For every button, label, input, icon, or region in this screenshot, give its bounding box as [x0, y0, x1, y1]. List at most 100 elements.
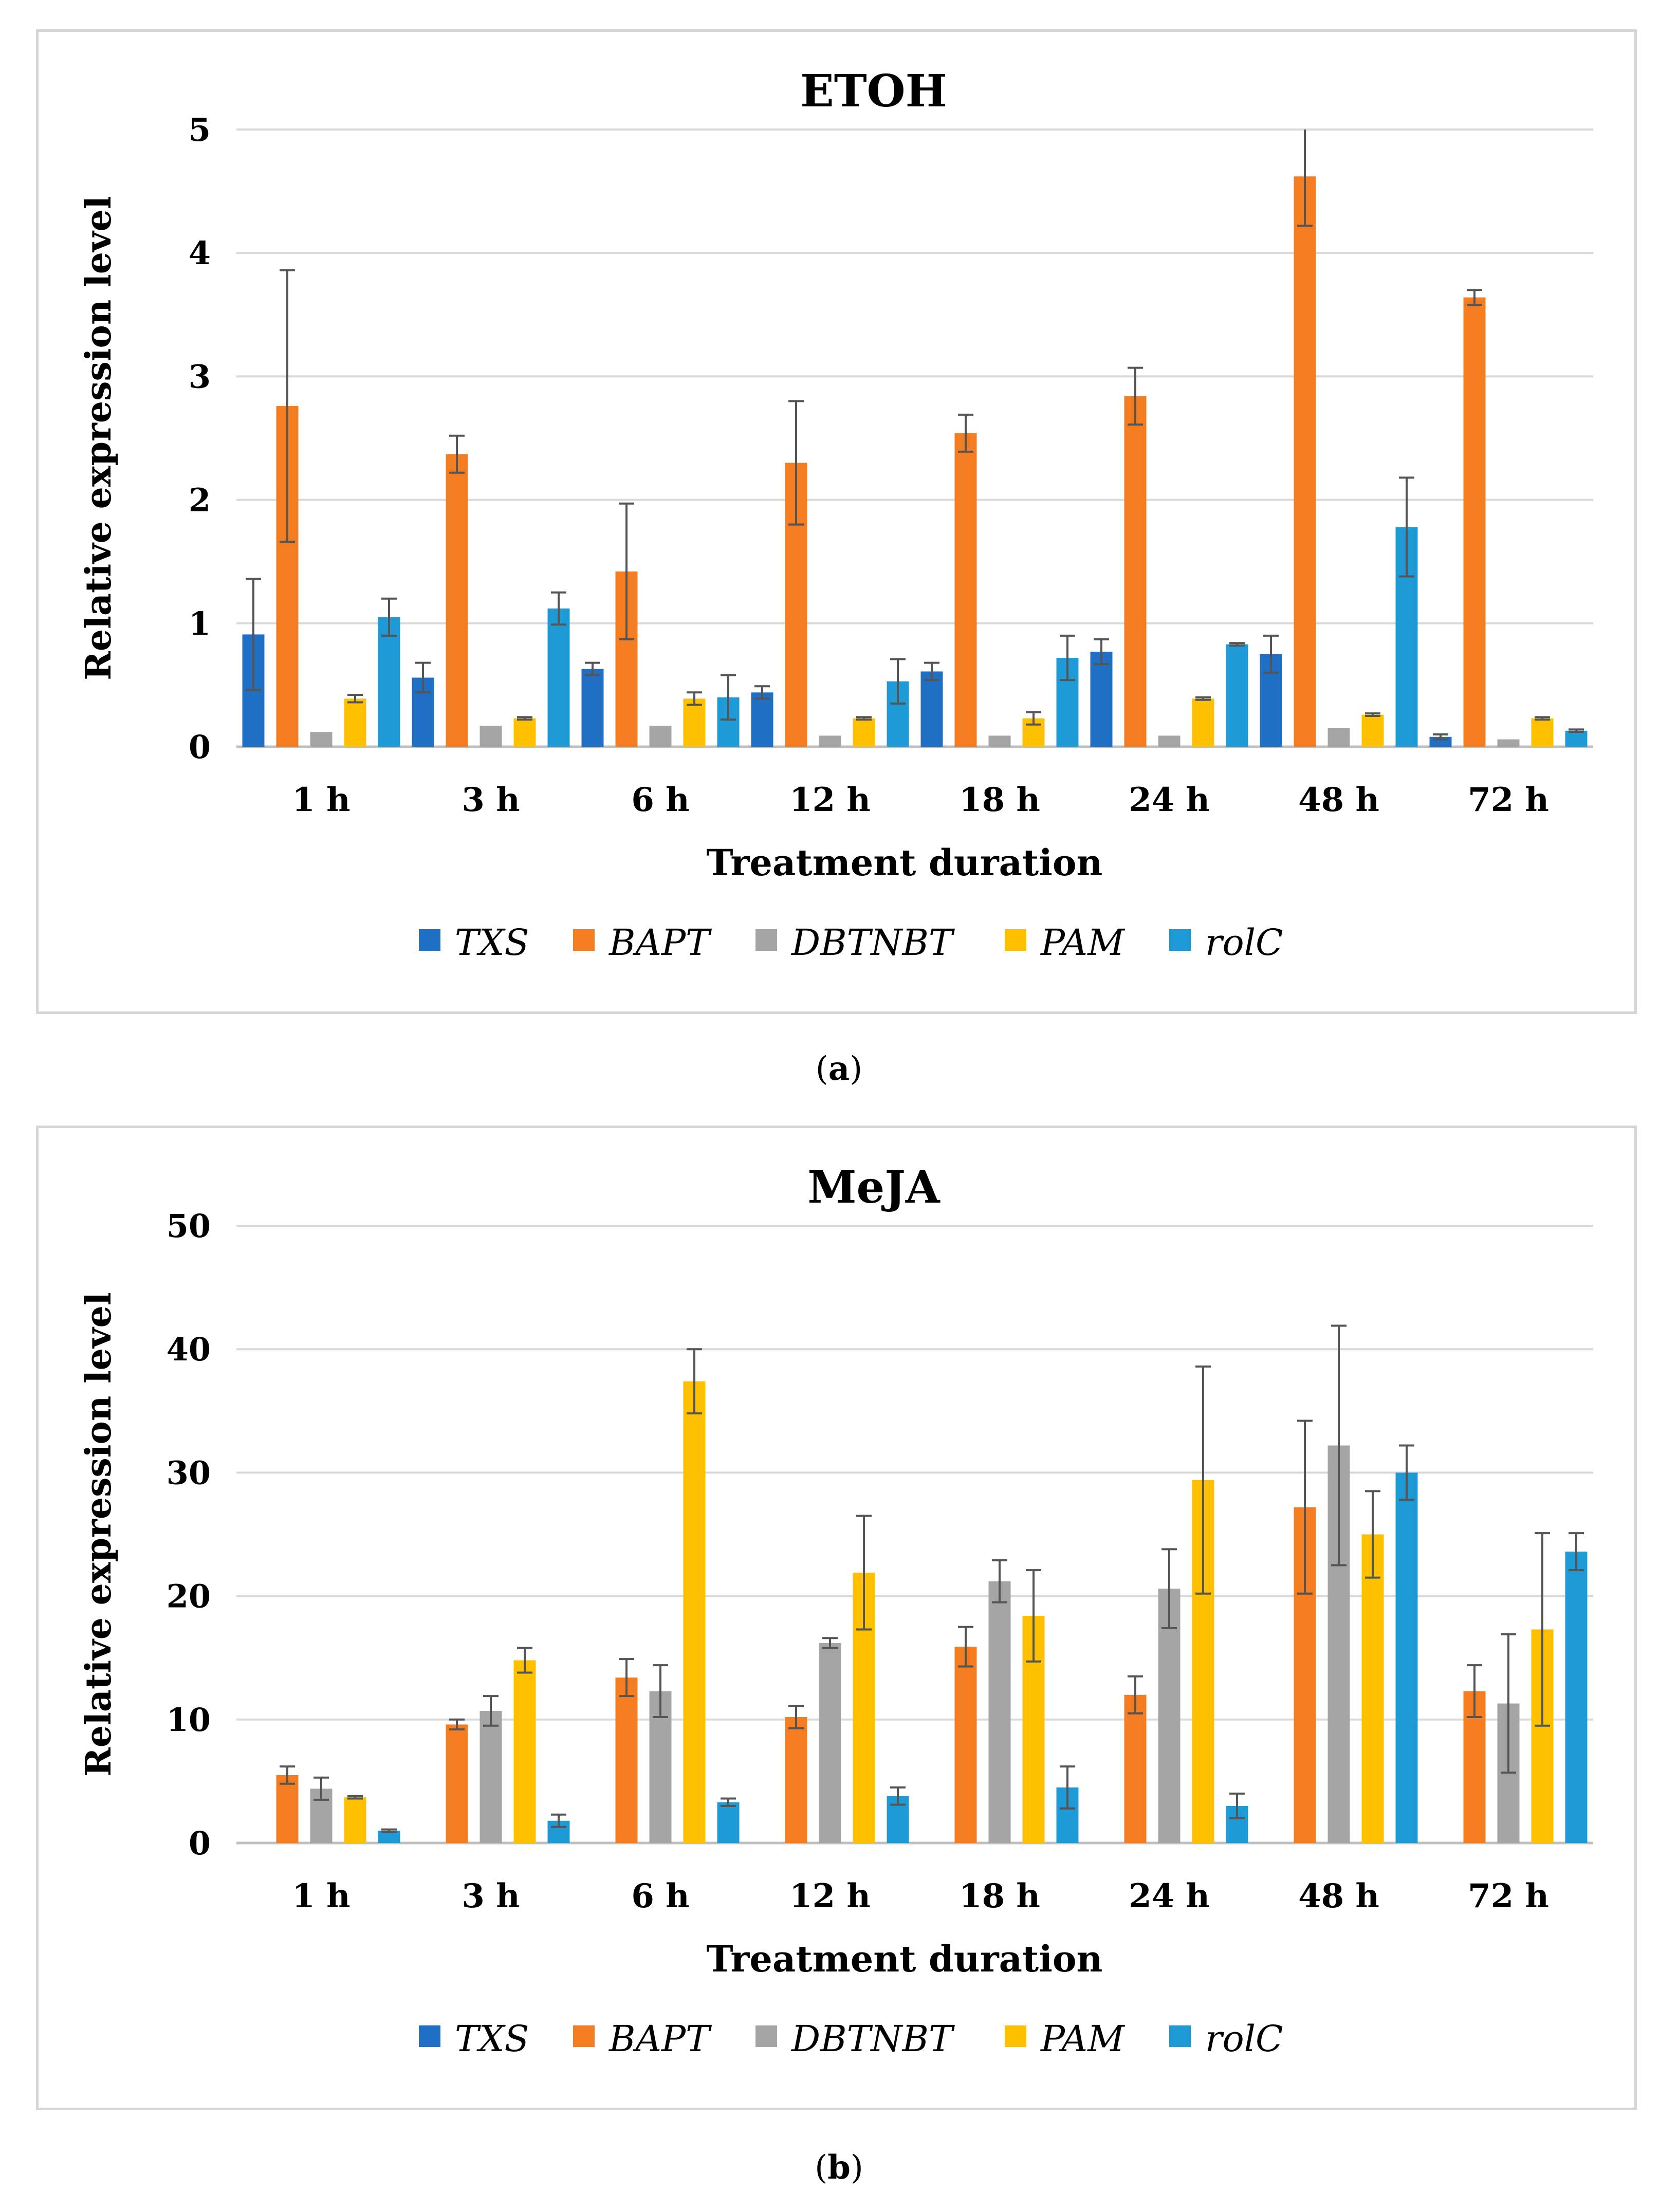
x-tick-label: 6 h	[631, 781, 689, 819]
bar-dbtnbt-1h	[310, 732, 333, 747]
x-tick-label: 1 h	[292, 781, 350, 819]
bar-dbtnbt-24h	[1158, 735, 1181, 747]
legend-label-txs: TXS	[455, 921, 529, 964]
bar-txs-24h	[1090, 652, 1113, 747]
y-axis-label: Relative expression level	[78, 196, 119, 680]
legend-label-pam: PAM	[1040, 921, 1126, 964]
x-tick-label: 12 h	[789, 1877, 871, 1915]
bar-bapt-3h	[446, 454, 468, 747]
bar-bapt-3h	[446, 1724, 468, 1843]
legend-label-dbtnbt: DBTNBT	[790, 2018, 955, 2060]
y-tick-label: 3	[189, 358, 211, 395]
bar-pam-1h	[344, 1797, 366, 1843]
bar-rolc-3h	[547, 608, 570, 747]
y-tick-label: 0	[189, 728, 211, 766]
bar-dbtnbt-48h	[1327, 728, 1350, 747]
bar-bapt-18h	[954, 1647, 977, 1843]
bar-bapt-24h	[1124, 1694, 1147, 1843]
bar-pam-48h	[1361, 714, 1384, 747]
y-tick-label: 0	[189, 1824, 211, 1862]
x-tick-label: 72 h	[1468, 1877, 1549, 1915]
legend-label-bapt: BAPT	[608, 2018, 712, 2060]
bar-pam-1h	[344, 698, 366, 747]
meja-chart: MeJA 0 10 20 30 40 50 Relative expression level…	[78, 1162, 1593, 2060]
y-tick-label: 10	[167, 1701, 211, 1739]
bar-pam-3h	[513, 718, 536, 747]
legend-swatch-pam	[1005, 929, 1026, 951]
y-tick-label: 40	[167, 1331, 211, 1368]
caption-a-letter: a	[828, 1049, 850, 1088]
chart-panel-meja: MeJA 0 10 20 30 40 50 Relative expression level…	[36, 1126, 1637, 2110]
legend-swatch-dbtnbt	[755, 2025, 777, 2047]
bar-dbtnbt-12h	[819, 735, 841, 747]
y-tick-label: 30	[167, 1454, 211, 1491]
x-tick-label: 48 h	[1298, 781, 1379, 819]
bar-bapt-6h	[615, 1678, 638, 1843]
y-tick-label: 4	[189, 234, 211, 272]
bar-dbtnbt-12h	[819, 1643, 841, 1843]
legend-swatch-bapt	[573, 2025, 595, 2047]
bar-rolc-1h	[378, 617, 400, 747]
bar-dbtnbt-24h	[1158, 1589, 1181, 1843]
bar-dbtnbt-72h	[1497, 739, 1520, 747]
bar-rolc-72h	[1565, 730, 1588, 747]
x-tick-label: 6 h	[631, 1877, 689, 1915]
y-tick-label: 1	[189, 605, 211, 642]
bar-pam-3h	[513, 1660, 536, 1843]
chart-title: ETOH	[800, 65, 947, 117]
legend-swatch-pam	[1005, 2025, 1026, 2047]
bar-txs-6h	[581, 669, 604, 747]
caption-b-letter: b	[827, 2148, 851, 2187]
legend-swatch-rolc	[1169, 2025, 1191, 2047]
bar-txs-12h	[751, 692, 773, 747]
legend-swatch-dbtnbt	[755, 929, 777, 951]
bar-pam-6h	[683, 698, 706, 747]
x-axis-label: Treatment duration	[707, 841, 1103, 884]
x-tick-label: 3 h	[462, 781, 520, 819]
legend-swatch-txs	[419, 2025, 440, 2047]
bar-bapt-72h	[1463, 297, 1486, 747]
bar-bapt-24h	[1124, 396, 1147, 747]
x-tick-label: 48 h	[1298, 1877, 1379, 1915]
legend-label-pam: PAM	[1040, 2018, 1126, 2060]
legend-label-txs: TXS	[455, 2018, 529, 2060]
legend-swatch-rolc	[1169, 929, 1191, 951]
bar-pam-12h	[853, 718, 875, 747]
bar-pam-24h	[1192, 698, 1214, 747]
x-tick-label: 12 h	[789, 781, 871, 819]
y-tick-label: 2	[189, 482, 211, 519]
x-tick-label: 24 h	[1129, 781, 1210, 819]
bar-rolc-6h	[717, 1802, 740, 1843]
x-tick-label: 72 h	[1468, 781, 1549, 819]
bar-pam-6h	[683, 1381, 706, 1843]
legend-label-bapt: BAPT	[608, 921, 712, 964]
y-tick-label: 50	[167, 1207, 211, 1245]
legend-label-dbtnbt: DBTNBT	[790, 921, 955, 964]
legend-label-rolc: rolC	[1205, 2018, 1283, 2060]
bar-bapt-1h	[276, 1775, 299, 1843]
x-tick-label: 18 h	[959, 1877, 1040, 1915]
etoh-chart: ETOH 0 1 2 3 4 5 Relative expression level 1 h 3 …	[78, 65, 1593, 964]
y-tick-label: 5	[189, 111, 211, 149]
bar-bapt-48h	[1294, 176, 1316, 747]
bar-dbtnbt-18h	[988, 735, 1011, 747]
bar-bapt-18h	[954, 433, 977, 747]
bar-rolc-48h	[1395, 1472, 1418, 1843]
x-tick-label: 3 h	[462, 1877, 520, 1915]
legend-swatch-bapt	[573, 929, 595, 951]
bar-rolc-24h	[1226, 644, 1248, 747]
chart-panel-etoh: ETOH 0 1 2 3 4 5 Relative expression level 1 h 3 …	[36, 29, 1637, 1014]
bar-dbtnbt-3h	[480, 726, 502, 747]
bar-txs-18h	[920, 671, 943, 747]
x-tick-label: 18 h	[959, 781, 1040, 819]
y-tick-label: 20	[167, 1578, 211, 1615]
caption-b: (b)	[815, 2148, 863, 2187]
chart-title: MeJA	[807, 1162, 941, 1213]
bar-dbtnbt-3h	[480, 1710, 502, 1843]
legend-label-rolc: rolC	[1205, 921, 1283, 964]
legend-swatch-txs	[419, 929, 440, 951]
bar-dbtnbt-18h	[988, 1581, 1011, 1843]
x-tick-label: 24 h	[1129, 1877, 1210, 1915]
x-tick-label: 1 h	[292, 1877, 350, 1915]
bar-pam-72h	[1531, 718, 1554, 747]
